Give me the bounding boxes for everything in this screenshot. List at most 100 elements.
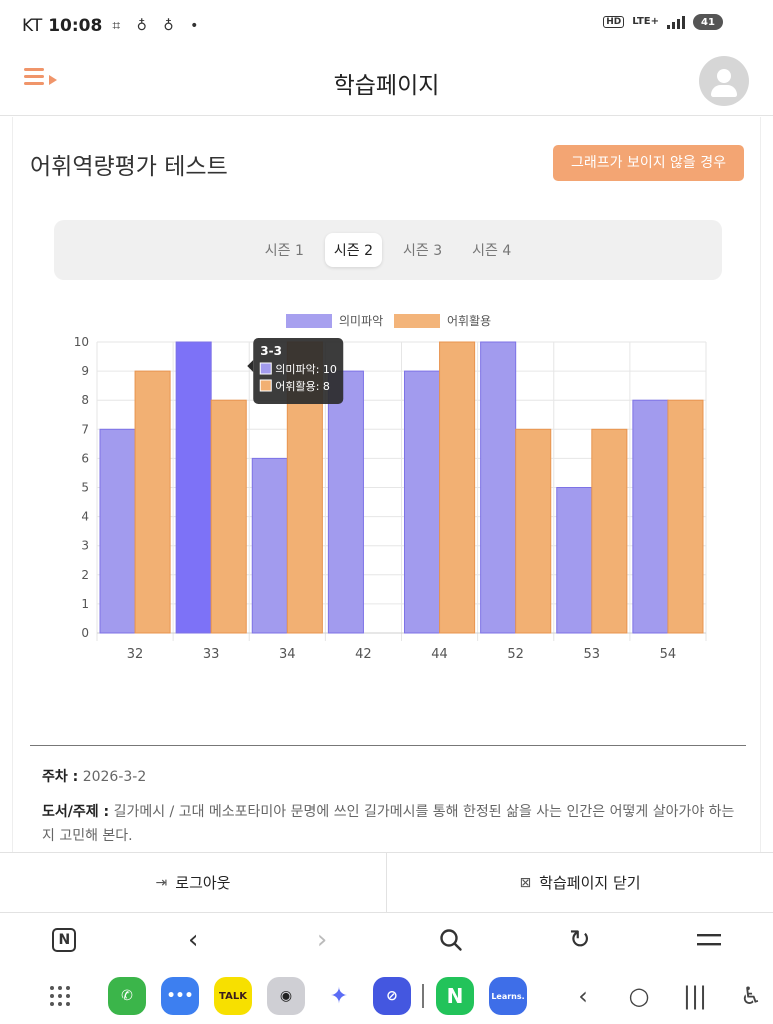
x-tick-label: 34 bbox=[279, 647, 296, 662]
page-title: 학습페이지 bbox=[333, 73, 440, 99]
hamburger-icon bbox=[696, 934, 721, 946]
camera-app-icon[interactable]: ◉ bbox=[267, 977, 305, 1015]
browser-toolbar: N ‹ › ↻ bbox=[0, 914, 773, 966]
browser-back-button[interactable]: ‹ bbox=[171, 918, 215, 962]
y-tick-label: 8 bbox=[81, 393, 89, 407]
x-tick-label: 44 bbox=[431, 647, 448, 662]
naver-app-icon[interactable]: N bbox=[436, 977, 474, 1015]
bar bbox=[515, 428, 552, 634]
kakaotalk-app-icon[interactable]: TALK bbox=[214, 977, 252, 1015]
y-tick-label: 0 bbox=[81, 626, 89, 640]
no-graph-button[interactable]: 그래프가 보이지 않을 경우 bbox=[552, 145, 744, 181]
bar bbox=[632, 399, 669, 634]
y-tick-label: 10 bbox=[74, 335, 89, 349]
y-tick-label: 9 bbox=[81, 364, 89, 378]
menu-icon-line bbox=[24, 82, 44, 85]
avatar[interactable] bbox=[699, 56, 749, 106]
status-bar: KT 10:08 ⌗ ♁ ♁ • HD LTE+ 41 bbox=[0, 0, 773, 52]
tab-season-4[interactable]: 시즌 4 bbox=[472, 243, 512, 259]
bar bbox=[591, 428, 628, 634]
bar bbox=[480, 341, 517, 634]
x-tick-label: 33 bbox=[203, 647, 220, 662]
tab-season-2[interactable]: 시즌 2 bbox=[324, 233, 382, 267]
phone-app-icon[interactable]: ✆ bbox=[108, 977, 146, 1015]
app-drawer-icon[interactable] bbox=[50, 986, 80, 1006]
dock-separator bbox=[422, 984, 424, 1008]
user-icon bbox=[717, 69, 731, 83]
main-card: 어휘역량평가 테스트 그래프가 보이지 않을 경우 시즌 1 시즌 2 시즌 3… bbox=[12, 117, 761, 852]
tooltip-title: 3-3 bbox=[260, 344, 282, 358]
menu-icon-line bbox=[24, 75, 44, 78]
y-tick-label: 1 bbox=[81, 597, 89, 611]
x-tick-label: 54 bbox=[660, 647, 677, 662]
tab-season-3[interactable]: 시즌 3 bbox=[403, 243, 443, 259]
messages-app-icon[interactable]: ••• bbox=[161, 977, 199, 1015]
system-recents-icon[interactable]: ||| bbox=[682, 982, 708, 1010]
menu-button[interactable] bbox=[24, 68, 60, 92]
x-tick-label: 52 bbox=[507, 647, 524, 662]
signal-icon bbox=[667, 15, 685, 29]
logout-button[interactable]: ⇥ 로그아웃 bbox=[0, 853, 386, 912]
tooltip-swatch bbox=[259, 362, 272, 375]
browser-home-button[interactable]: N bbox=[42, 918, 86, 962]
reload-icon: ↻ bbox=[568, 925, 591, 955]
section-title: 어휘역량평가 테스트 bbox=[30, 154, 228, 180]
chevron-right-icon: › bbox=[316, 925, 328, 955]
gemini-app-icon[interactable]: ✦ bbox=[320, 977, 358, 1015]
close-window-icon: ⊠ bbox=[519, 874, 532, 891]
app-header: 학습페이지 bbox=[0, 52, 773, 116]
y-tick-label: 7 bbox=[81, 422, 89, 436]
logout-icon: ⇥ bbox=[155, 874, 168, 891]
bar bbox=[667, 399, 704, 634]
browser-search-button[interactable] bbox=[429, 918, 473, 962]
system-back-icon[interactable]: ‹ bbox=[578, 982, 588, 1010]
browser-forward-button[interactable]: › bbox=[300, 918, 344, 962]
book-info: 도서/주제 : 길가메시 / 고대 메소포타미아 문명에 쓰인 길가메시를 통해… bbox=[42, 800, 742, 848]
bar bbox=[404, 370, 441, 634]
menu-icon bbox=[24, 68, 44, 71]
carrier-label: KT bbox=[22, 16, 43, 36]
naver-icon: N bbox=[52, 928, 77, 952]
close-page-button[interactable]: ⊠ 학습페이지 닫기 bbox=[386, 853, 773, 912]
search-icon bbox=[440, 929, 462, 951]
book-label: 도서/주제 : bbox=[42, 804, 110, 820]
close-page-label: 학습페이지 닫기 bbox=[539, 874, 641, 892]
accessibility-icon[interactable]: ♿ bbox=[740, 982, 762, 1010]
android-dock: ✆ ••• TALK ◉ ✦ ⊘ N Learns. ‹ ○ ||| ♿ bbox=[0, 968, 773, 1024]
divider bbox=[30, 745, 746, 746]
chevron-left-icon: ‹ bbox=[188, 925, 199, 955]
legend-swatch bbox=[286, 314, 332, 328]
tooltip-swatch bbox=[259, 379, 272, 392]
hd-voice-icon: HD bbox=[603, 16, 625, 28]
y-tick-label: 2 bbox=[81, 568, 89, 582]
score-chart: 의미파악 어휘활용 0 1 2 3 4 5 6 7 8 9 10 32 33 34 42 44 52 53 54 3-3 의… bbox=[13, 307, 760, 667]
y-tick-label: 5 bbox=[81, 481, 89, 495]
y-tick-label: 6 bbox=[81, 451, 89, 465]
notification-icons: ⌗ ♁ ♁ • bbox=[112, 18, 205, 34]
week-value: 2026-3-2 bbox=[82, 769, 147, 785]
y-tick-label: 4 bbox=[81, 510, 89, 524]
browser-menu-button[interactable] bbox=[687, 918, 731, 962]
y-tick-label: 3 bbox=[81, 539, 89, 553]
logout-label: 로그아웃 bbox=[175, 874, 231, 892]
tab-season-1[interactable]: 시즌 1 bbox=[264, 243, 304, 259]
week-info: 주차 : 2026-3-2 bbox=[42, 765, 742, 789]
menu-arrow-icon bbox=[49, 75, 57, 85]
book-value: 길가메시 / 고대 메소포타미아 문명에 쓰인 길가메시를 통해 한정된 삶을 … bbox=[42, 804, 735, 844]
bar bbox=[175, 341, 212, 634]
system-home-icon[interactable]: ○ bbox=[628, 982, 650, 1010]
bar bbox=[327, 370, 364, 634]
bar bbox=[556, 487, 593, 634]
season-tabs: 시즌 1 시즌 2 시즌 3 시즌 4 bbox=[54, 220, 722, 280]
legend-label: 어휘활용 bbox=[447, 314, 491, 328]
bar bbox=[210, 399, 247, 634]
bar bbox=[99, 428, 136, 634]
week-label: 주차 : bbox=[42, 769, 79, 785]
browser-reload-button[interactable]: ↻ bbox=[558, 918, 602, 962]
internet-app-icon[interactable]: ⊘ bbox=[373, 977, 411, 1015]
clock: 10:08 bbox=[48, 16, 103, 36]
x-tick-label: 53 bbox=[584, 647, 601, 662]
learns-app-icon[interactable]: Learns. bbox=[489, 977, 527, 1015]
bar bbox=[439, 341, 476, 634]
